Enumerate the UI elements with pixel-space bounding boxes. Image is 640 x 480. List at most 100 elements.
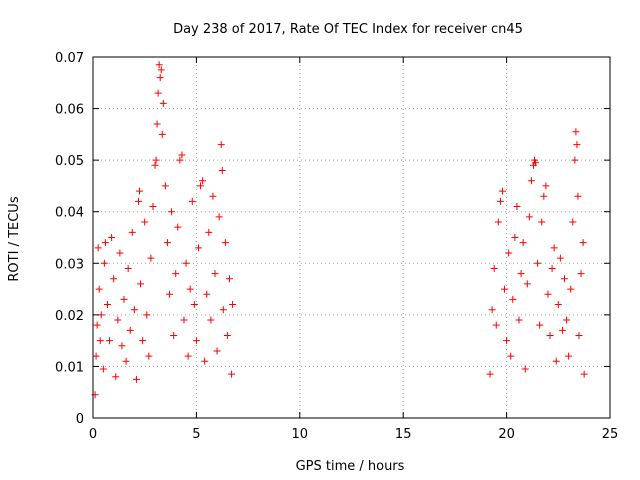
data-point: [154, 89, 162, 97]
data-point: [139, 337, 147, 345]
y-tick-label: 0.07: [55, 51, 84, 66]
y-tick-label: 0.04: [55, 206, 84, 221]
data-point: [95, 285, 103, 293]
data-point: [163, 239, 171, 247]
x-axis-label: GPS time / hours: [296, 459, 405, 474]
data-point: [168, 208, 176, 216]
data-point: [496, 197, 504, 205]
data-point: [558, 326, 566, 334]
data-point: [513, 203, 521, 211]
data-point: [166, 290, 174, 298]
data-point: [544, 290, 552, 298]
data-point: [153, 120, 161, 128]
data-point: [515, 316, 523, 324]
data-point: [488, 306, 496, 314]
plot-frame: [92, 56, 611, 419]
data-point: [157, 66, 165, 74]
y-tick-label: 0.06: [55, 103, 84, 118]
data-point: [548, 264, 556, 272]
data-point: [556, 254, 564, 262]
data-point: [579, 239, 587, 247]
data-point: [219, 306, 227, 314]
data-point: [229, 301, 237, 309]
data-point: [147, 254, 155, 262]
data-point: [92, 352, 100, 360]
data-point: [569, 218, 577, 226]
axis-ticks: 0 5 10 15 20 25 0 0.01 0.02 0.03 0.04 0.05 0.06 0.07: [55, 51, 618, 442]
data-point: [221, 239, 229, 247]
x-tick-label: 15: [395, 427, 412, 442]
y-axis-label: ROTI / TECUs: [7, 196, 22, 281]
data-point: [540, 192, 548, 200]
data-point: [525, 213, 533, 221]
data-point: [486, 370, 494, 378]
grid-lines: [93, 57, 610, 418]
data-point: [128, 228, 136, 236]
data-point: [211, 270, 219, 278]
data-point: [207, 316, 215, 324]
data-point: [126, 326, 134, 334]
data-point: [112, 373, 120, 381]
data-point: [188, 197, 196, 205]
data-point: [101, 239, 109, 247]
data-point: [552, 357, 560, 365]
data-point: [575, 331, 583, 339]
data-point: [490, 264, 498, 272]
data-point: [580, 370, 588, 378]
data-point: [186, 285, 194, 293]
x-tick-label: 10: [292, 427, 309, 442]
data-point: [194, 244, 202, 252]
y-tick-label: 0: [76, 412, 84, 427]
data-point: [572, 128, 580, 136]
data-point: [172, 270, 180, 278]
data-point: [507, 352, 515, 360]
data-point: [106, 337, 114, 345]
data-point: [110, 275, 118, 283]
data-point: [217, 141, 225, 149]
data-point: [213, 347, 221, 355]
data-point: [170, 331, 178, 339]
data-point: [509, 295, 517, 303]
data-point: [108, 234, 116, 241]
data-point: [149, 203, 157, 211]
data-point: [96, 337, 104, 345]
data-point: [178, 151, 186, 159]
x-tick-label: 25: [602, 427, 619, 442]
data-point: [538, 218, 546, 226]
data-point: [523, 280, 531, 288]
data-point: [151, 161, 159, 169]
data-point: [136, 187, 144, 195]
y-tick-label: 0.05: [55, 154, 84, 169]
x-tick-label: 20: [498, 427, 515, 442]
data-point: [228, 370, 236, 378]
data-point: [517, 270, 525, 278]
data-point: [159, 99, 167, 107]
data-point: [511, 234, 519, 241]
data-point: [180, 316, 188, 324]
data-point: [503, 337, 511, 345]
data-point: [134, 197, 142, 205]
data-point: [574, 192, 582, 200]
data-point: [184, 352, 192, 360]
data-point: [152, 156, 160, 164]
data-point: [527, 177, 535, 185]
data-point: [532, 159, 540, 167]
data-point: [132, 375, 140, 383]
data-point: [114, 316, 122, 324]
data-point: [554, 301, 562, 309]
data-point: [155, 61, 163, 69]
data-point: [567, 285, 575, 293]
data-point: [158, 130, 166, 138]
chart-title: Day 238 of 2017, Rate Of TEC Index for r…: [173, 22, 523, 37]
data-point: [130, 306, 138, 314]
data-point: [176, 156, 184, 164]
data-point: [223, 331, 231, 339]
data-point: [577, 270, 585, 278]
data-point: [197, 182, 205, 190]
data-point: [561, 275, 569, 283]
data-point: [145, 352, 153, 360]
x-tick-label: 5: [192, 427, 200, 442]
data-point: [143, 311, 151, 319]
data-points: [91, 61, 588, 399]
